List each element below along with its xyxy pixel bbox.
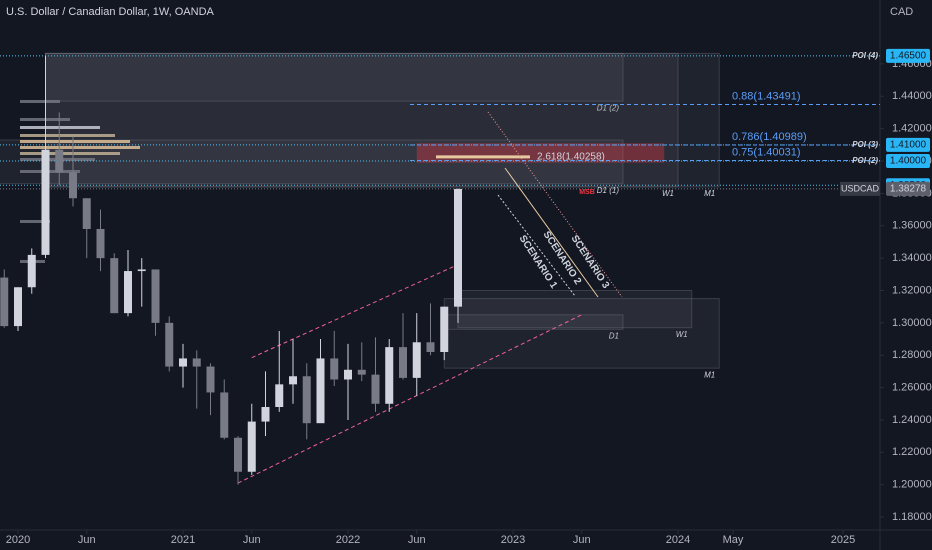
y-tick-label: 1.34000 <box>892 252 932 264</box>
candle-body <box>357 369 366 375</box>
x-tick-label: Jun <box>408 534 426 546</box>
candle-body <box>275 384 284 408</box>
candle-body <box>179 358 187 367</box>
marks-layer: 0.88(1.43491) 0.786(1.40989) 0.75(1.40031)… <box>0 55 880 485</box>
x-tick-label: 2021 <box>171 534 195 546</box>
level-price-label: 1.40000 <box>890 156 927 167</box>
y-tick-label: 1.42000 <box>892 123 932 135</box>
x-tick-label: Jun <box>78 534 96 546</box>
zone-label: W1 <box>662 189 674 198</box>
channel-line <box>237 314 582 484</box>
candle-body <box>344 369 352 380</box>
candle-body <box>96 228 105 259</box>
zone <box>443 298 720 369</box>
last-price-label: 1.38278 <box>890 184 927 195</box>
candle-body <box>69 172 77 199</box>
candle-body <box>399 347 407 378</box>
symbol-box <box>840 181 880 196</box>
candle-body <box>426 342 435 352</box>
level-price-box <box>886 137 930 152</box>
zones-layer: D1 (2) W1 M1 D1 (1) D1 W1 M1 <box>0 52 720 379</box>
y-tick-label: 1.36000 <box>892 220 932 232</box>
channel-line <box>251 264 459 359</box>
zone-label: M1 <box>704 189 715 198</box>
candle-body <box>124 271 132 314</box>
candle-body <box>440 306 449 352</box>
x-tick-label: May <box>723 534 744 546</box>
candle-body <box>234 437 242 472</box>
candle-body <box>454 188 462 307</box>
y-tick-label: 1.30000 <box>892 317 932 329</box>
zone-label: D1 <box>609 331 619 340</box>
y-tick-label: 1.46000 <box>892 58 932 70</box>
zone-label: W1 <box>676 330 688 339</box>
level-price-box <box>886 48 930 63</box>
candle-body <box>289 376 297 385</box>
candle-body <box>137 269 146 272</box>
level-price-box <box>886 154 930 169</box>
y-tick-label: 1.28000 <box>892 349 932 361</box>
candle-body <box>151 269 160 323</box>
candle-body <box>412 342 421 378</box>
candle-body <box>261 407 270 422</box>
level-tag: POI (3) <box>852 140 878 149</box>
candle-body <box>206 366 215 393</box>
y-tick-label: 1.26000 <box>892 381 932 393</box>
candle-body <box>302 376 311 424</box>
zone-label: M1 <box>704 370 715 379</box>
x-tick-label: 2023 <box>501 534 525 546</box>
y-tick-label: 1.20000 <box>892 479 932 491</box>
candle-body <box>220 392 229 438</box>
y-tick-label: 1.24000 <box>892 414 932 426</box>
x-tick-label: 2025 <box>831 534 855 546</box>
x-tick-label: Jun <box>573 534 591 546</box>
candle-body <box>192 358 201 367</box>
candle-body <box>27 254 36 288</box>
last-price-box <box>886 181 930 196</box>
level-tag: POI (4) <box>852 51 878 60</box>
candle-body <box>110 258 119 314</box>
candle-body <box>385 347 394 404</box>
scenario-arrow <box>487 111 623 298</box>
zone <box>0 139 624 185</box>
msb-label: MSB <box>579 189 595 196</box>
level-price-label: 1.46500 <box>890 50 927 61</box>
candle-body <box>247 421 256 472</box>
zone <box>45 52 624 102</box>
zone-label: D1 (1) <box>597 186 620 195</box>
candle-body <box>14 287 22 327</box>
fib-label: 0.88(1.43491) <box>732 90 801 102</box>
candle-body <box>0 277 9 327</box>
candle-body <box>371 374 380 404</box>
level-price-label: 1.41000 <box>890 139 927 150</box>
candle-body <box>316 358 325 424</box>
y-tick-label: 1.44000 <box>892 90 932 102</box>
candle-body <box>82 198 91 229</box>
candle-body <box>330 358 339 380</box>
zone <box>45 52 679 188</box>
level-tag: POI (2) <box>852 156 878 165</box>
candle-body <box>41 149 50 255</box>
fib-label: 0.786(1.40989) <box>732 131 807 143</box>
fib-label: 0.75(1.40031) <box>732 146 801 158</box>
scenario-arrow <box>504 167 599 298</box>
chart-title: U.S. Dollar / Canadian Dollar, 1W, OANDA <box>6 6 215 18</box>
zone <box>457 289 693 329</box>
symbol-label: USDCAD <box>841 183 880 193</box>
extension-label: 2.618(1.40258) <box>537 151 605 162</box>
scenario-arrow <box>497 194 576 297</box>
x-tick-label: Jun <box>243 534 261 546</box>
y-tick-label: 1.22000 <box>892 446 932 458</box>
x-tick-label: 2022 <box>336 534 360 546</box>
candle-body <box>165 322 174 367</box>
y-tick-label: 1.32000 <box>892 284 932 296</box>
candle-body <box>55 149 64 173</box>
zone-label: D1 (2) <box>597 103 620 112</box>
currency-label: CAD <box>890 6 913 18</box>
x-tick-label: 2020 <box>6 534 30 546</box>
y-tick-label: 1.18000 <box>892 511 932 523</box>
x-tick-label: 2024 <box>666 534 690 546</box>
